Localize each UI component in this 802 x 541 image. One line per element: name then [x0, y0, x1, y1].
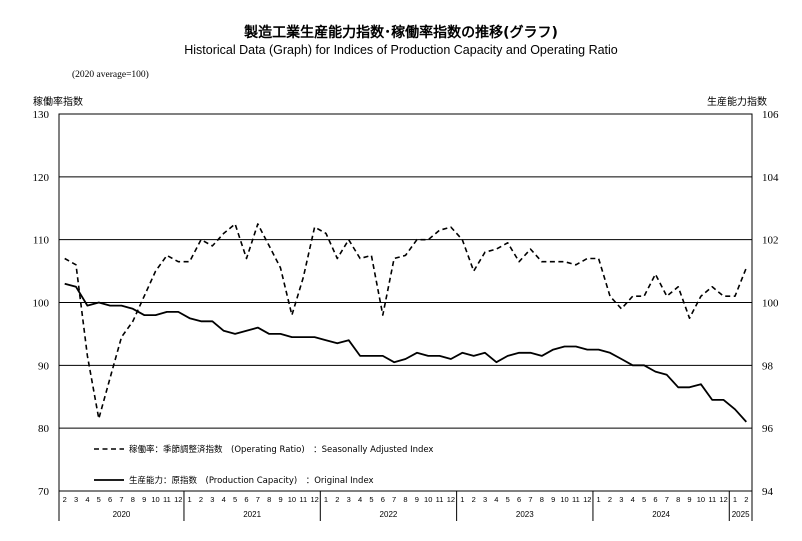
chart-title-en: Historical Data (Graph) for Indices of P… [184, 43, 618, 57]
month-tick-label: 10 [288, 495, 296, 504]
month-tick-label: 3 [619, 495, 623, 504]
month-tick-label: 1 [460, 495, 464, 504]
right-tick-label: 98 [762, 360, 774, 372]
month-tick-label: 2 [472, 495, 476, 504]
month-tick-label: 6 [108, 495, 112, 504]
year-label: 2024 [652, 510, 670, 519]
month-tick-label: 1 [188, 495, 192, 504]
month-tick-label: 9 [551, 495, 555, 504]
chart-title-jp: 製造工業生産能力指数･稼働率指数の推移(グラフ) [244, 25, 558, 41]
month-tick-label: 7 [392, 495, 396, 504]
year-label: 2022 [380, 510, 398, 519]
month-tick-label: 7 [119, 495, 123, 504]
month-tick-label: 7 [665, 495, 669, 504]
month-tick-label: 7 [528, 495, 532, 504]
year-label: 2025 [732, 510, 750, 519]
month-tick-label: 2 [199, 495, 203, 504]
right-tick-label: 96 [762, 423, 774, 435]
month-tick-label: 12 [583, 495, 591, 504]
month-tick-label: 5 [97, 495, 101, 504]
legend-entry: 生産能力：原指数 (Production Capacity) ：Original… [129, 475, 374, 486]
month-tick-label: 8 [676, 495, 680, 504]
month-tick-label: 5 [369, 495, 373, 504]
year-label: 2020 [113, 510, 131, 519]
left-axis-label: 稼働率指数 [33, 97, 83, 108]
year-label: 2021 [243, 510, 261, 519]
plot-frame [58, 113, 753, 492]
month-tick-label: 6 [244, 495, 248, 504]
month-tick-label: 4 [222, 495, 226, 504]
base-year-note: (2020 average=100) [72, 70, 149, 80]
month-tick-label: 9 [687, 495, 691, 504]
right-tick-label: 100 [762, 298, 779, 310]
month-tick-label: 10 [424, 495, 432, 504]
month-tick-label: 6 [653, 495, 657, 504]
month-tick-label: 8 [267, 495, 271, 504]
month-tick-label: 9 [142, 495, 146, 504]
month-tick-label: 1 [324, 495, 328, 504]
right-axis-label: 生産能力指数 [707, 97, 767, 108]
month-tick-label: 2 [63, 495, 67, 504]
month-tick-label: 2 [608, 495, 612, 504]
right-tick-label: 94 [762, 486, 774, 498]
month-tick-label: 10 [697, 495, 705, 504]
month-tick-label: 1 [733, 495, 737, 504]
month-tick-label: 12 [174, 495, 182, 504]
month-tick-label: 2 [744, 495, 748, 504]
month-tick-label: 6 [381, 495, 385, 504]
left-tick-label: 110 [33, 235, 50, 247]
left-tick-label: 70 [38, 486, 50, 498]
month-tick-label: 8 [403, 495, 407, 504]
month-tick-label: 12 [447, 495, 455, 504]
month-tick-label: 6 [517, 495, 521, 504]
legend-entry: 稼働率：季節調整済指数 (Operating Ratio) ：Seasonall… [129, 444, 433, 455]
month-tick-label: 4 [85, 495, 89, 504]
right-tick-label: 106 [762, 109, 779, 121]
left-tick-label: 100 [33, 298, 50, 310]
month-tick-label: 11 [436, 495, 444, 504]
month-tick-label: 9 [415, 495, 419, 504]
left-tick-label: 120 [33, 172, 50, 184]
month-tick-label: 12 [310, 495, 318, 504]
month-tick-label: 8 [131, 495, 135, 504]
left-tick-label: 80 [38, 423, 50, 435]
operating-ratio-line [64, 223, 748, 420]
right-tick-label: 102 [762, 235, 779, 247]
right-tick-label: 104 [762, 172, 779, 184]
left-tick-label: 90 [38, 360, 50, 372]
month-tick-label: 3 [347, 495, 351, 504]
month-tick-label: 12 [719, 495, 727, 504]
month-tick-label: 7 [256, 495, 260, 504]
month-tick-label: 4 [358, 495, 362, 504]
month-tick-label: 5 [506, 495, 510, 504]
month-tick-label: 11 [163, 495, 171, 504]
year-label: 2023 [516, 510, 534, 519]
month-tick-label: 2 [335, 495, 339, 504]
month-tick-label: 10 [151, 495, 159, 504]
month-tick-label: 3 [210, 495, 214, 504]
month-tick-label: 11 [299, 495, 307, 504]
month-tick-label: 3 [483, 495, 487, 504]
month-tick-label: 11 [572, 495, 580, 504]
month-tick-label: 10 [560, 495, 568, 504]
month-tick-label: 9 [278, 495, 282, 504]
left-tick-label: 130 [33, 109, 50, 121]
month-tick-label: 8 [540, 495, 544, 504]
month-tick-label: 11 [708, 495, 716, 504]
month-tick-label: 4 [631, 495, 635, 504]
month-tick-label: 5 [642, 495, 646, 504]
month-tick-label: 1 [597, 495, 601, 504]
month-tick-label: 3 [74, 495, 78, 504]
production-capacity-line [64, 282, 747, 423]
month-tick-label: 4 [494, 495, 498, 504]
month-tick-label: 5 [233, 495, 237, 504]
